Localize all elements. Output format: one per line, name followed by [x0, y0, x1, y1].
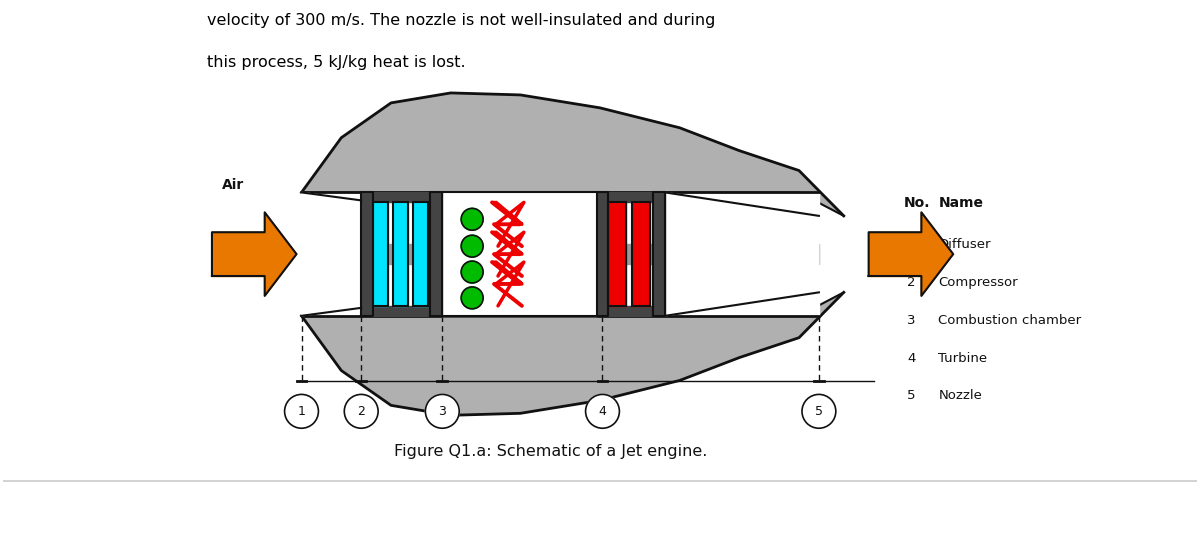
- Polygon shape: [373, 306, 431, 316]
- Bar: [301, 192, 818, 316]
- Text: 1: 1: [298, 405, 306, 418]
- Polygon shape: [869, 232, 922, 276]
- Polygon shape: [301, 293, 844, 416]
- Text: No.: No.: [904, 197, 930, 211]
- Text: 2: 2: [358, 405, 365, 418]
- Polygon shape: [212, 232, 265, 276]
- Bar: [413, 202, 428, 306]
- Polygon shape: [265, 212, 296, 296]
- Text: 1: 1: [907, 238, 916, 251]
- Bar: [373, 202, 388, 306]
- Polygon shape: [653, 192, 665, 316]
- Circle shape: [284, 394, 318, 428]
- Polygon shape: [431, 192, 443, 316]
- Text: Combustion chamber: Combustion chamber: [938, 314, 1081, 327]
- Circle shape: [425, 394, 460, 428]
- Text: Turbine: Turbine: [938, 352, 988, 365]
- Polygon shape: [596, 192, 608, 316]
- Bar: [394, 202, 408, 306]
- Polygon shape: [301, 192, 361, 316]
- Text: this process, 5 kJ/kg heat is lost.: this process, 5 kJ/kg heat is lost.: [206, 55, 466, 70]
- Polygon shape: [665, 192, 818, 316]
- Text: 4: 4: [599, 405, 606, 418]
- Text: 3: 3: [907, 314, 916, 327]
- Polygon shape: [922, 212, 953, 296]
- Polygon shape: [608, 306, 653, 316]
- Bar: [632, 202, 650, 306]
- Circle shape: [802, 394, 836, 428]
- Text: Diffuser: Diffuser: [938, 238, 991, 251]
- Text: Nozzle: Nozzle: [938, 389, 982, 402]
- Text: 2: 2: [907, 276, 916, 289]
- Polygon shape: [361, 192, 373, 316]
- Circle shape: [461, 261, 484, 283]
- Polygon shape: [373, 192, 431, 202]
- Bar: [394, 202, 408, 306]
- Text: Air: Air: [222, 178, 244, 192]
- Bar: [608, 202, 626, 306]
- Polygon shape: [301, 244, 818, 264]
- Bar: [373, 202, 388, 306]
- Text: 5: 5: [815, 405, 823, 418]
- Text: 3: 3: [438, 405, 446, 418]
- Circle shape: [461, 235, 484, 257]
- Polygon shape: [443, 192, 596, 316]
- Bar: [608, 202, 626, 306]
- Text: Figure Q1.a: Schematic of a Jet engine.: Figure Q1.a: Schematic of a Jet engine.: [394, 444, 707, 459]
- Bar: [632, 202, 650, 306]
- Circle shape: [461, 287, 484, 309]
- Text: Name: Name: [938, 197, 983, 211]
- Text: Compressor: Compressor: [938, 276, 1018, 289]
- Text: 4: 4: [907, 352, 916, 365]
- Polygon shape: [608, 192, 653, 202]
- Circle shape: [344, 394, 378, 428]
- Text: velocity of 300 m/s. The nozzle is not well-insulated and during: velocity of 300 m/s. The nozzle is not w…: [206, 13, 715, 28]
- Text: 5: 5: [907, 389, 916, 402]
- Polygon shape: [301, 93, 844, 216]
- Circle shape: [461, 208, 484, 230]
- Bar: [413, 202, 428, 306]
- Circle shape: [586, 394, 619, 428]
